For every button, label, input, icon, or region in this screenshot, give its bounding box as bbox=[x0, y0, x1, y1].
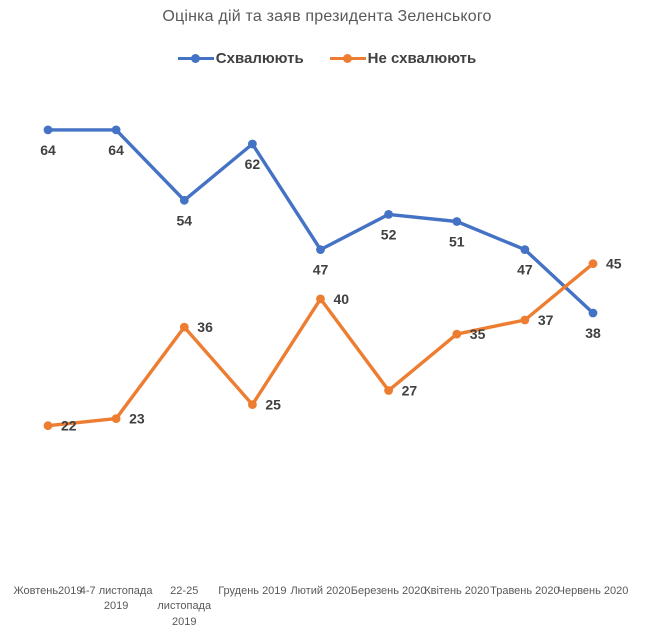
data-label: 36 bbox=[197, 319, 213, 335]
data-point-marker bbox=[452, 329, 462, 339]
data-label: 38 bbox=[585, 325, 601, 341]
data-label: 47 bbox=[313, 262, 329, 278]
data-label: 64 bbox=[108, 142, 124, 158]
data-label: 51 bbox=[449, 234, 465, 250]
data-point-marker bbox=[452, 217, 462, 226]
data-point-marker bbox=[111, 125, 121, 135]
legend: Схвалюють Не схвалюють bbox=[0, 50, 654, 67]
data-point-marker bbox=[111, 414, 121, 423]
data-label: 47 bbox=[517, 262, 533, 278]
data-label: 35 bbox=[470, 326, 486, 342]
data-point-marker bbox=[384, 210, 393, 219]
data-label: 25 bbox=[265, 397, 281, 413]
legend-label-approve: Схвалюють bbox=[215, 50, 304, 67]
data-point-marker bbox=[248, 139, 257, 149]
data-point-marker bbox=[43, 125, 53, 135]
data-point-marker bbox=[520, 245, 530, 255]
data-point-marker bbox=[520, 315, 530, 325]
data-label: 62 bbox=[245, 156, 261, 172]
data-point-marker bbox=[43, 421, 53, 431]
data-label: 45 bbox=[606, 256, 622, 272]
data-point-marker bbox=[179, 322, 189, 332]
data-label: 23 bbox=[129, 411, 145, 427]
data-point-marker bbox=[588, 308, 598, 318]
data-label: 40 bbox=[334, 291, 350, 307]
data-point-marker bbox=[316, 245, 325, 255]
data-point-marker bbox=[316, 294, 325, 304]
data-label: 22 bbox=[61, 418, 77, 434]
legend-item-approve: Схвалюють bbox=[177, 50, 304, 67]
series-line bbox=[46, 262, 595, 428]
data-label: 54 bbox=[177, 212, 193, 228]
data-label: 27 bbox=[402, 383, 418, 399]
chart-title: Оцінка дій та заяв президента Зеленськог… bbox=[162, 8, 492, 25]
data-point-marker bbox=[384, 386, 393, 395]
line-marker-icon bbox=[177, 54, 214, 63]
data-point-marker bbox=[248, 400, 257, 409]
data-label: 52 bbox=[381, 226, 397, 242]
data-label: 37 bbox=[538, 312, 554, 328]
data-label: 64 bbox=[40, 142, 56, 158]
data-point-marker bbox=[179, 195, 189, 205]
line-marker-icon bbox=[329, 54, 366, 63]
data-point-marker bbox=[588, 259, 598, 269]
series-line bbox=[46, 128, 595, 315]
legend-label-disapprove: Не схвалюють bbox=[367, 50, 477, 67]
legend-item-disapprove: Не схвалюють bbox=[329, 50, 477, 67]
